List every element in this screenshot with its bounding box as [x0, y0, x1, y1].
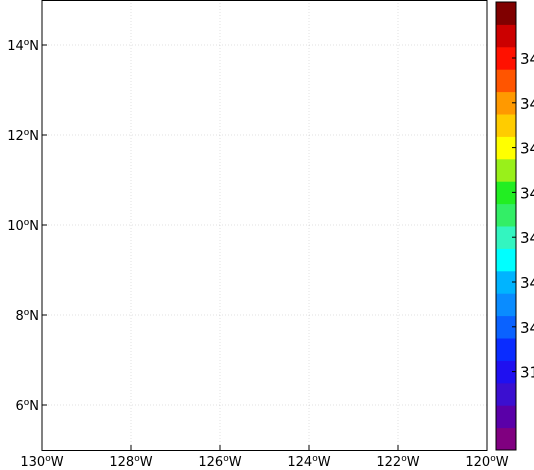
y-tick-label: 8oN [15, 308, 39, 324]
colorbar-segment [496, 293, 516, 317]
colorbar-segment [496, 69, 516, 93]
colorbar-segment [496, 91, 516, 115]
y-tick-label: 10oN [7, 218, 39, 234]
colorbar-tick-label: 34 [520, 95, 534, 113]
colorbar: 34 34 34 34 34 34 34 31 [495, 1, 534, 451]
colorbar-segment [496, 2, 516, 25]
colorbar-tick-label: 34 [520, 184, 534, 202]
colorbar-segment [496, 24, 516, 48]
x-tick-label: 128oW [109, 454, 152, 470]
colorbar-segment [496, 270, 516, 294]
heatmap-cells [41, 0, 488, 450]
colorbar-tick-label: 34 [520, 319, 534, 337]
x-tick-label: 120oW [465, 454, 508, 470]
colorbar-tick-label: 31 [520, 364, 534, 382]
y-tick-label: 6oN [15, 398, 39, 414]
colorbar-tick-label: 34 [520, 50, 534, 68]
colorbar-segment [496, 248, 516, 272]
x-tick-label: 130oW [20, 454, 63, 470]
x-tick-label: 126oW [198, 454, 241, 470]
colorbar-segment [496, 405, 516, 429]
colorbar-segment [496, 136, 516, 160]
colorbar-segment [496, 46, 516, 70]
y-tick-label: 12oN [7, 128, 39, 144]
colorbar-tick-label: 34 [520, 274, 534, 292]
colorbar-segment [496, 315, 516, 339]
colorbar-frame [495, 1, 517, 451]
colorbar-segment [496, 338, 516, 361]
colorbar-segment [496, 114, 516, 137]
y-tick-label: 14oN [7, 38, 39, 54]
y-axis: 6oN 8oN 10oN 12oN 14oN [7, 38, 47, 414]
x-axis: 130oW 128oW 126oW 124oW 122oW 120oW [20, 445, 509, 470]
x-tick-label: 124oW [287, 454, 330, 470]
colorbar-segment [496, 226, 516, 249]
colorbar-segment [496, 181, 516, 205]
colorbar-segment [496, 158, 516, 182]
colorbar-tick-label: 34 [520, 140, 534, 158]
colorbar-segment [496, 360, 516, 384]
colorbar-segment [496, 382, 516, 406]
colorbar-segment [496, 427, 516, 451]
colorbar-segment [496, 203, 516, 227]
colorbar-tick-label: 34 [520, 229, 534, 247]
x-tick-label: 122oW [376, 454, 419, 470]
